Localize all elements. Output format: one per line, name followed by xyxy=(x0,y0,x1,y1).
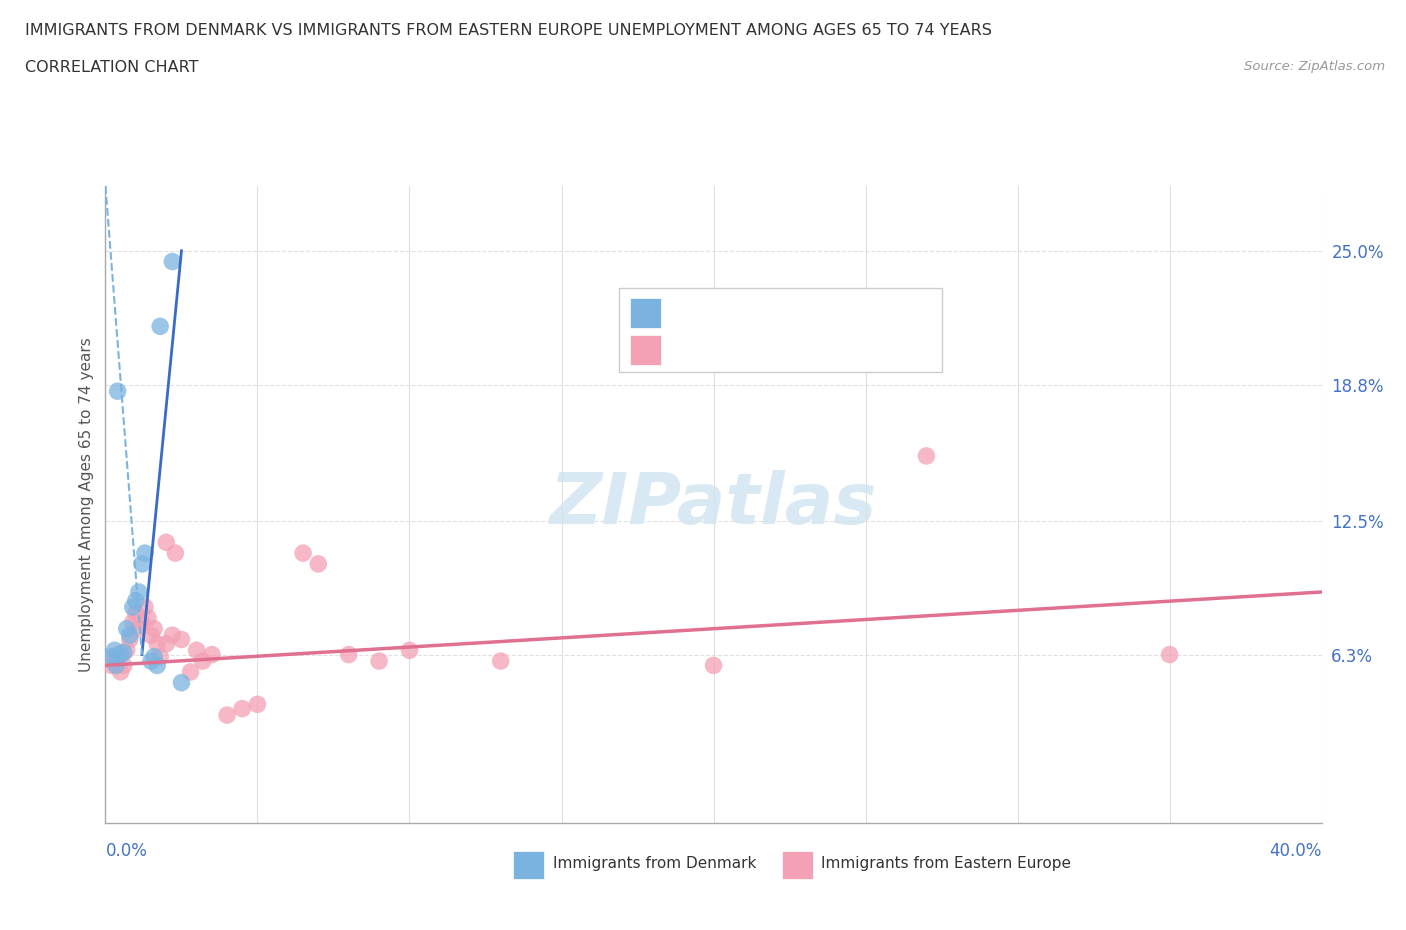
Point xyxy=(180,664,202,679)
Point xyxy=(149,319,172,334)
Point xyxy=(110,664,132,679)
Point xyxy=(121,615,143,630)
Point xyxy=(131,615,153,630)
Point xyxy=(231,701,253,716)
Point xyxy=(134,546,156,561)
Text: Source: ZipAtlas.com: Source: ZipAtlas.com xyxy=(1244,60,1385,73)
Point xyxy=(136,610,159,625)
Point xyxy=(170,632,193,647)
Point xyxy=(201,647,224,662)
Point xyxy=(125,593,148,608)
Point xyxy=(143,621,166,636)
Text: R =: R = xyxy=(672,302,709,320)
Point xyxy=(368,654,391,669)
Text: 37: 37 xyxy=(808,339,832,357)
Point xyxy=(103,654,125,669)
Text: 0.207: 0.207 xyxy=(700,339,752,357)
Text: Immigrants from Denmark: Immigrants from Denmark xyxy=(553,856,756,870)
Y-axis label: Unemployment Among Ages 65 to 74 years: Unemployment Among Ages 65 to 74 years xyxy=(79,338,94,671)
Point xyxy=(131,556,153,571)
Point xyxy=(307,556,329,571)
Text: ZIPatlas: ZIPatlas xyxy=(550,470,877,539)
Point xyxy=(107,647,129,662)
Text: IMMIGRANTS FROM DENMARK VS IMMIGRANTS FROM EASTERN EUROPE UNEMPLOYMENT AMONG AGE: IMMIGRANTS FROM DENMARK VS IMMIGRANTS FR… xyxy=(25,23,993,38)
Text: CORRELATION CHART: CORRELATION CHART xyxy=(25,60,198,75)
Point xyxy=(162,254,184,269)
Text: 40.0%: 40.0% xyxy=(1270,842,1322,859)
Point xyxy=(118,632,141,647)
Point xyxy=(246,697,269,711)
Point xyxy=(139,628,162,643)
Point xyxy=(125,606,148,621)
Point xyxy=(155,535,177,550)
Point xyxy=(155,636,177,651)
Point xyxy=(100,658,122,672)
Text: R =: R = xyxy=(672,339,709,357)
Point xyxy=(165,546,187,561)
Text: 0.0%: 0.0% xyxy=(105,842,148,859)
Point xyxy=(121,600,143,615)
Point xyxy=(398,643,420,658)
Point xyxy=(170,675,193,690)
Point xyxy=(702,658,725,672)
Point xyxy=(217,708,239,723)
Point xyxy=(146,636,169,651)
Point xyxy=(134,600,156,615)
Point xyxy=(118,628,141,643)
Point xyxy=(337,647,360,662)
Point xyxy=(162,628,184,643)
Text: Immigrants from Eastern Europe: Immigrants from Eastern Europe xyxy=(821,856,1071,870)
Point xyxy=(115,621,138,636)
Point xyxy=(128,621,150,636)
Point xyxy=(489,654,512,669)
Point xyxy=(100,649,122,664)
Point xyxy=(112,645,135,660)
Point xyxy=(191,654,214,669)
Point xyxy=(110,647,132,662)
Point xyxy=(139,654,162,669)
Point xyxy=(128,585,150,600)
Text: N =: N = xyxy=(780,302,817,320)
Point xyxy=(112,658,135,672)
Point xyxy=(1159,647,1181,662)
Point xyxy=(105,658,128,672)
Point xyxy=(149,649,172,664)
Point xyxy=(115,643,138,658)
Text: 19: 19 xyxy=(808,302,831,320)
Point xyxy=(143,649,166,664)
Text: N =: N = xyxy=(780,339,817,357)
Point xyxy=(103,643,125,658)
Point xyxy=(146,658,169,672)
Point xyxy=(107,384,129,399)
Text: 0.509: 0.509 xyxy=(700,302,752,320)
Point xyxy=(292,546,315,561)
Point xyxy=(915,448,938,463)
Point xyxy=(186,643,208,658)
